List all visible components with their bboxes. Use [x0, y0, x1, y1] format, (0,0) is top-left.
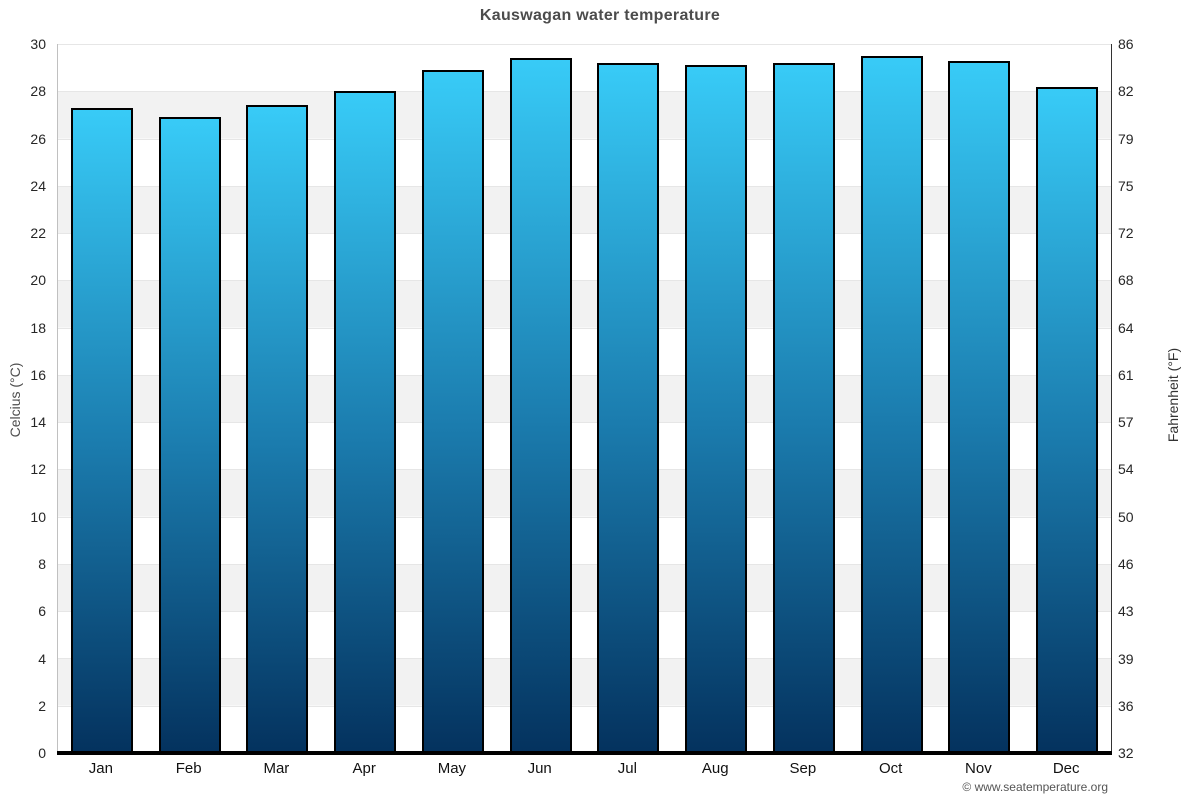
- bar-slot: [585, 44, 673, 753]
- chart-title: Kauswagan water temperature: [479, 7, 721, 24]
- gridline: [58, 658, 1111, 660]
- y-tick-fahrenheit: 79: [1118, 130, 1134, 147]
- y-tick-fahrenheit: 64: [1118, 319, 1134, 336]
- gridline: [58, 611, 1111, 613]
- y-tick-celsius: 12: [30, 461, 46, 478]
- x-tick-month: Oct: [879, 760, 903, 777]
- gridline: [58, 233, 1111, 235]
- gridline: [58, 374, 1111, 376]
- x-tick-month: Aug: [701, 760, 729, 777]
- y-tick-celsius: 18: [30, 319, 46, 336]
- bars-container: [58, 44, 1111, 753]
- bar-slot: [672, 44, 760, 753]
- gridline: [58, 563, 1111, 565]
- y-tick-fahrenheit: 86: [1118, 36, 1134, 52]
- bar-slot: [497, 44, 585, 753]
- gridline: [58, 280, 1111, 282]
- y-tick-celsius: 20: [30, 272, 46, 289]
- gridline: [58, 91, 1111, 93]
- y-tick-fahrenheit: 46: [1118, 555, 1134, 572]
- gridline: [58, 469, 1111, 471]
- bar-slot: [936, 44, 1024, 753]
- bar-slot: [848, 44, 936, 753]
- y-tick-fahrenheit: 68: [1118, 272, 1134, 289]
- gridline: [58, 327, 1111, 329]
- bar-slot: [58, 44, 146, 753]
- x-axis-line: [57, 751, 1112, 755]
- bar-feb[interactable]: [158, 117, 221, 753]
- y-tick-fahrenheit: 36: [1118, 697, 1134, 714]
- y-tick-celsius: 30: [30, 36, 46, 52]
- x-tick-month: Dec: [1052, 760, 1080, 777]
- x-tick-month: Mar: [263, 760, 290, 777]
- gridline: [58, 138, 1111, 140]
- x-tick-month: Feb: [175, 760, 202, 777]
- y-tick-celsius: 0: [38, 745, 46, 761]
- y-tick-celsius: 14: [30, 414, 46, 431]
- bar-dec[interactable]: [1036, 86, 1099, 753]
- x-tick-month: Jan: [88, 760, 113, 777]
- bar-mar[interactable]: [246, 105, 309, 753]
- x-tick-month: May: [437, 760, 467, 777]
- bar-slot: [321, 44, 409, 753]
- y-tick-celsius: 22: [30, 225, 46, 242]
- gridline: [58, 516, 1111, 518]
- y-tick-fahrenheit: 43: [1118, 603, 1134, 620]
- bar-jan[interactable]: [70, 107, 133, 753]
- y-tick-fahrenheit: 54: [1118, 461, 1134, 478]
- bar-aug[interactable]: [685, 65, 748, 753]
- bar-nov[interactable]: [948, 60, 1011, 753]
- bar-slot: [409, 44, 497, 753]
- y-tick-fahrenheit: 57: [1118, 414, 1134, 431]
- x-tick-month: Apr: [352, 760, 376, 777]
- y-tick-celsius: 16: [30, 366, 46, 383]
- y-tick-celsius: 28: [30, 83, 46, 100]
- y-tick-fahrenheit: 32: [1118, 745, 1134, 761]
- x-tick-month: Jun: [527, 760, 552, 777]
- bar-may[interactable]: [421, 70, 484, 753]
- y-tick-celsius: 6: [38, 603, 46, 620]
- y-tick-celsius: 2: [38, 697, 46, 714]
- y-tick-celsius: 26: [30, 130, 46, 147]
- x-tick-month: Jul: [617, 760, 637, 777]
- bar-apr[interactable]: [334, 91, 397, 753]
- y-tick-celsius: 8: [38, 555, 46, 572]
- y-tick-celsius: 10: [30, 508, 46, 525]
- gridline: [58, 705, 1111, 707]
- gridline: [58, 422, 1111, 424]
- plot-area: [57, 44, 1112, 755]
- y-tick-fahrenheit: 50: [1118, 508, 1134, 525]
- bar-oct[interactable]: [860, 55, 923, 753]
- y-tick-fahrenheit: 39: [1118, 650, 1134, 667]
- gridline: [58, 185, 1111, 187]
- x-tick-month: Nov: [965, 760, 992, 777]
- y-tick-fahrenheit: 61: [1118, 366, 1134, 383]
- bar-slot: [146, 44, 234, 753]
- bar-sep[interactable]: [772, 62, 835, 753]
- fahrenheit-axis-title: Fahrenheit (°F): [1165, 347, 1181, 443]
- y-tick-fahrenheit: 82: [1118, 83, 1134, 100]
- y-tick-celsius: 4: [38, 650, 46, 667]
- gridline: [58, 44, 1111, 45]
- bar-jul[interactable]: [597, 62, 660, 753]
- bar-slot: [1023, 44, 1111, 753]
- attribution-link[interactable]: © www.seatemperature.org: [962, 780, 1108, 794]
- y-tick-fahrenheit: 75: [1118, 177, 1134, 194]
- bar-slot: [760, 44, 848, 753]
- y-tick-fahrenheit: 72: [1118, 225, 1134, 242]
- bar-jun[interactable]: [509, 58, 572, 753]
- bar-slot: [234, 44, 322, 753]
- y-tick-celsius: 24: [30, 177, 46, 194]
- x-tick-month: Sep: [789, 760, 817, 777]
